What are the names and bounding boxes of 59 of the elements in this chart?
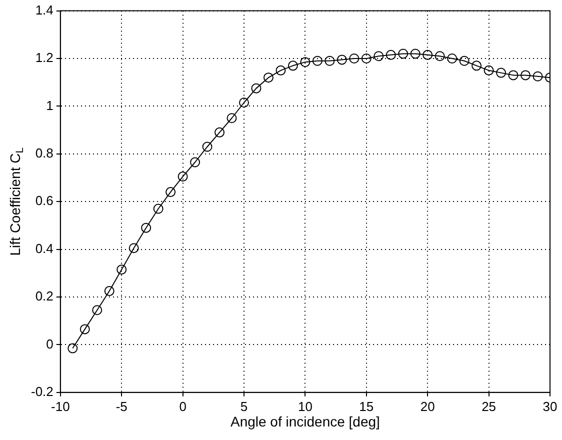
point xyxy=(300,57,310,68)
point xyxy=(422,50,433,60)
point xyxy=(434,51,445,62)
x-tick-label: -10 xyxy=(51,398,70,414)
point xyxy=(153,204,164,214)
point xyxy=(276,65,286,76)
point xyxy=(239,98,249,108)
point xyxy=(410,48,420,59)
point xyxy=(459,56,470,66)
point xyxy=(312,56,322,66)
point xyxy=(251,83,262,94)
point xyxy=(386,50,396,60)
point xyxy=(202,142,212,152)
point xyxy=(398,48,408,59)
y-tick-label: 1.4 xyxy=(35,2,54,18)
point xyxy=(166,187,176,198)
point xyxy=(116,264,127,275)
point xyxy=(80,324,90,334)
x-tick-label: 20 xyxy=(420,398,435,414)
y-tick-label: 0.2 xyxy=(35,288,54,304)
point xyxy=(190,157,200,168)
point xyxy=(263,72,274,83)
point xyxy=(349,54,360,64)
y-tick-label: 1 xyxy=(46,98,54,113)
y-tick-label: 0.8 xyxy=(35,145,54,160)
point xyxy=(336,54,347,65)
point xyxy=(214,127,225,138)
x-tick-label: 0 xyxy=(179,398,186,414)
point xyxy=(484,65,494,76)
point xyxy=(472,60,482,71)
y-tick-label: 0.6 xyxy=(35,193,54,208)
point xyxy=(92,305,102,316)
point xyxy=(361,54,372,64)
point xyxy=(104,286,114,296)
point xyxy=(178,172,188,182)
point xyxy=(496,68,506,78)
y-tick-label: -0.2 xyxy=(30,384,54,399)
x-tick-label: 5 xyxy=(240,398,248,414)
x-tick-label: 25 xyxy=(482,398,496,414)
x-tick-label: -5 xyxy=(116,398,128,414)
point xyxy=(288,60,298,71)
point xyxy=(374,51,384,62)
x-tick-label: 30 xyxy=(542,398,558,414)
point xyxy=(520,70,531,80)
x-tick-label: 10 xyxy=(298,398,312,414)
point xyxy=(508,70,518,80)
x-axis-title: Angle of incidence [deg] xyxy=(230,413,380,430)
y-axis-title: Lift Coefficient CL xyxy=(6,147,26,256)
point xyxy=(141,222,152,233)
point xyxy=(532,71,543,82)
y-tick-label: 0.4 xyxy=(35,240,54,256)
y-tick-label: 1.2 xyxy=(35,50,54,66)
x-tick-label: 15 xyxy=(359,398,374,414)
y-tick-label: 0 xyxy=(46,336,54,352)
point xyxy=(324,56,335,66)
point xyxy=(447,54,458,64)
point xyxy=(226,113,237,124)
point xyxy=(128,243,139,254)
point xyxy=(68,343,78,354)
